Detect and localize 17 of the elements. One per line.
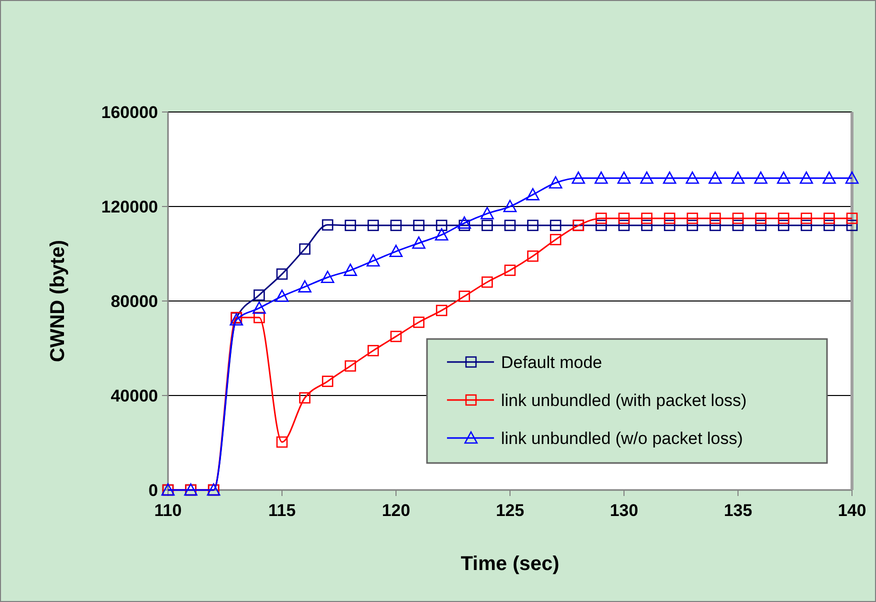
y-tick-label: 80000 [110,292,158,311]
x-tick-label: 115 [268,501,296,520]
legend-label: link unbundled (with packet loss) [501,390,747,410]
x-tick-label: 125 [496,501,524,520]
x-tick-label: 110 [154,501,182,520]
y-tick-label: 160000 [101,102,158,122]
x-tick-label: 130 [610,501,638,520]
x-axis-title: Time (sec) [460,553,560,575]
y-tick-label: 40000 [110,386,158,406]
x-tick-label: 135 [724,501,752,520]
x-tick-label: 120 [382,501,410,520]
legend-label: link unbundled (w/o packet loss) [501,428,743,448]
x-tick-label: 140 [838,501,866,520]
y-tick-label: 120000 [101,197,158,216]
y-tick-label: 0 [148,480,158,500]
y-axis-title: CWND (byte) [47,240,69,362]
legend-label: Default mode [501,352,602,372]
